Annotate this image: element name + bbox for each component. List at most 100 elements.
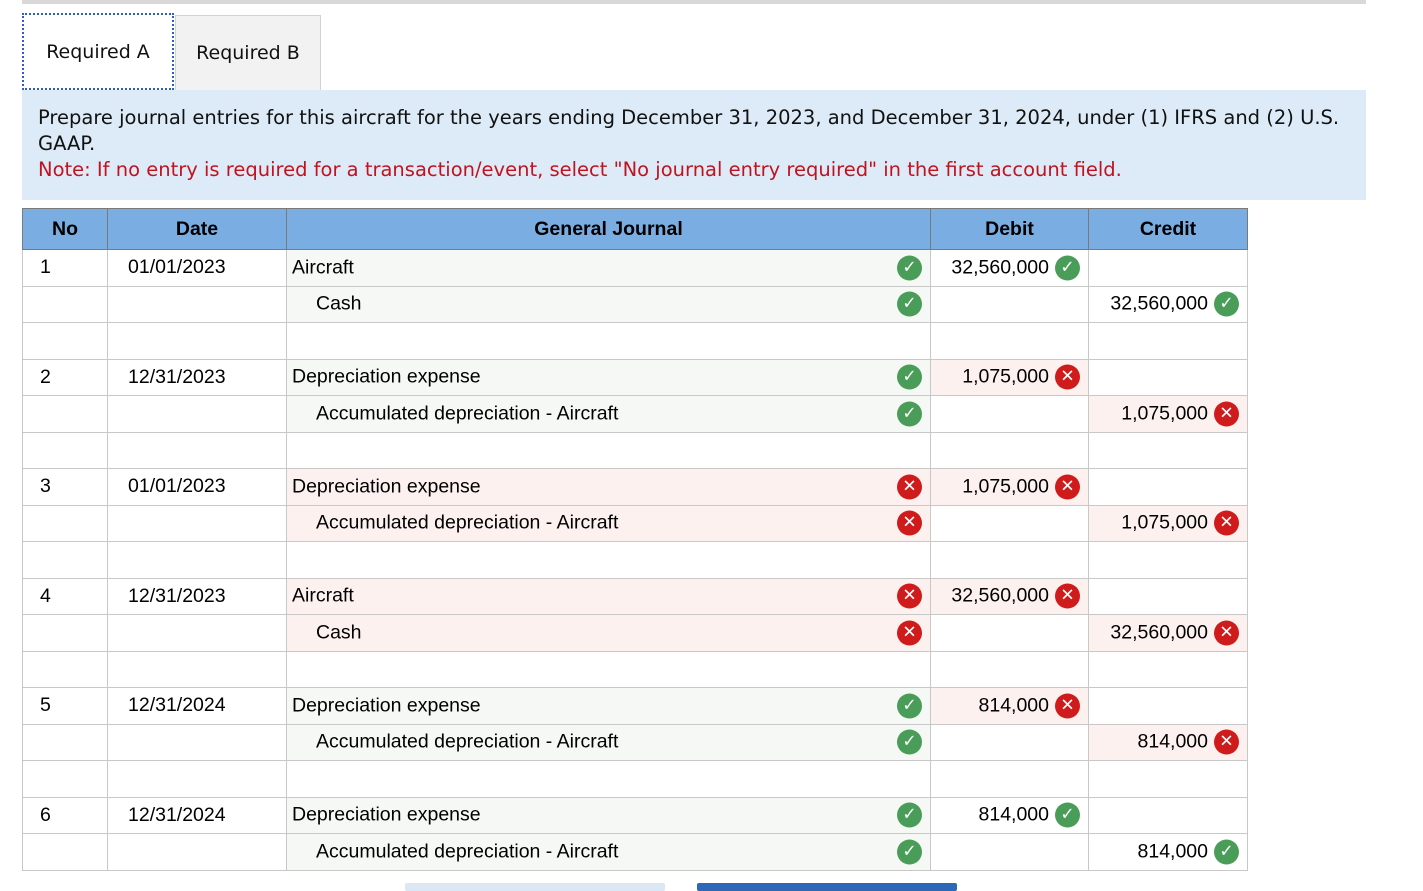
blank-debit-field[interactable]	[930, 541, 1089, 579]
table-row: Accumulated depreciation - Aircraft ✓ 814,…	[22, 723, 1248, 761]
credit-amount-value: 814,000	[1137, 730, 1209, 753]
debit-account-field[interactable]: Aircraft ✓	[286, 249, 931, 287]
credit-account-field[interactable]: Accumulated depreciation - Aircraft ✓	[286, 723, 931, 761]
credit-account-label: Accumulated depreciation - Aircraft	[316, 402, 619, 425]
entry-date: 12/31/2024	[107, 687, 287, 725]
credit-amount-field[interactable]: 1,075,000 ✕	[1088, 504, 1248, 542]
x-circle-icon: ✕	[897, 583, 922, 609]
credit-account-label: Accumulated depreciation - Aircraft	[316, 730, 619, 753]
debit-amount-field[interactable]: 32,560,000 ✓	[930, 249, 1089, 287]
credit-account-label: Accumulated depreciation - Aircraft	[316, 511, 619, 534]
blank-debit-field[interactable]	[930, 650, 1089, 688]
debit-account-field[interactable]: Depreciation expense ✓	[286, 796, 931, 834]
debit-amount-field[interactable]	[930, 395, 1089, 433]
entry-date-empty	[107, 833, 287, 871]
entry-number: 1	[22, 249, 108, 287]
blank-cell	[22, 541, 108, 579]
credit-amount-field[interactable]: 32,560,000 ✕	[1088, 614, 1248, 652]
entry-date: 01/01/2023	[107, 249, 287, 287]
table-row: 2 12/31/2023 Depreciation expense ✓ 1,075,00…	[22, 358, 1248, 396]
check-circle-icon: ✓	[897, 729, 922, 755]
header-debit: Debit	[930, 208, 1089, 250]
debit-amount-field[interactable]	[930, 285, 1089, 323]
debit-amount-field[interactable]: 32,560,000 ✕	[930, 577, 1089, 615]
table-header-row: No Date General Journal Debit Credit	[22, 208, 1248, 250]
credit-amount-value: 32,560,000	[1110, 621, 1208, 644]
debit-amount-field[interactable]: 814,000 ✕	[930, 687, 1089, 725]
tab-required-b[interactable]: Required B	[175, 15, 321, 90]
credit-amount-field[interactable]	[1088, 249, 1248, 287]
blank-account-field[interactable]	[286, 431, 931, 469]
debit-amount-field[interactable]: 1,075,000 ✕	[930, 468, 1089, 506]
tab-required-a[interactable]: Required A	[22, 13, 174, 90]
blank-debit-field[interactable]	[930, 431, 1089, 469]
x-circle-icon: ✕	[897, 474, 922, 500]
credit-amount-field[interactable]	[1088, 796, 1248, 834]
credit-amount-field[interactable]: 814,000 ✓	[1088, 833, 1248, 871]
table-row: 3 01/01/2023 Depreciation expense ✕ 1,075,00…	[22, 468, 1248, 506]
blank-credit-field[interactable]	[1088, 541, 1248, 579]
blank-cell	[107, 431, 287, 469]
credit-account-field[interactable]: Cash ✓	[286, 285, 931, 323]
credit-account-label: Cash	[316, 621, 362, 644]
table-row-blank	[22, 650, 1248, 688]
entry-number-empty	[22, 614, 108, 652]
entry-date: 12/31/2023	[107, 577, 287, 615]
entry-number-empty	[22, 833, 108, 871]
blank-debit-field[interactable]	[930, 760, 1089, 798]
blank-account-field[interactable]	[286, 760, 931, 798]
debit-account-field[interactable]: Depreciation expense ✓	[286, 358, 931, 396]
blank-credit-field[interactable]	[1088, 760, 1248, 798]
blank-cell	[22, 650, 108, 688]
credit-amount-field[interactable]	[1088, 358, 1248, 396]
debit-account-label: Depreciation expense	[292, 475, 481, 498]
x-circle-icon: ✕	[1055, 693, 1080, 719]
table-row: 1 01/01/2023 Aircraft ✓ 32,560,000 ✓	[22, 249, 1248, 287]
credit-amount-field[interactable]	[1088, 577, 1248, 615]
debit-amount-field[interactable]: 1,075,000 ✕	[930, 358, 1089, 396]
x-circle-icon: ✕	[1214, 729, 1239, 755]
blank-account-field[interactable]	[286, 322, 931, 360]
blank-credit-field[interactable]	[1088, 431, 1248, 469]
blank-credit-field[interactable]	[1088, 322, 1248, 360]
journal-body: 1 01/01/2023 Aircraft ✓ 32,560,000 ✓ Cash ✓ 32,5…	[22, 249, 1248, 871]
x-circle-icon: ✕	[897, 620, 922, 646]
credit-account-field[interactable]: Accumulated depreciation - Aircraft ✓	[286, 395, 931, 433]
credit-amount-field[interactable]	[1088, 468, 1248, 506]
table-row: Accumulated depreciation - Aircraft ✕ 1,07…	[22, 504, 1248, 542]
blank-cell	[107, 541, 287, 579]
credit-account-field[interactable]: Accumulated depreciation - Aircraft ✕	[286, 504, 931, 542]
debit-amount-value: 814,000	[978, 803, 1050, 826]
debit-amount-field[interactable]	[930, 504, 1089, 542]
debit-account-field[interactable]: Depreciation expense ✕	[286, 468, 931, 506]
debit-amount-value: 1,075,000	[962, 365, 1049, 388]
blank-debit-field[interactable]	[930, 322, 1089, 360]
credit-account-field[interactable]: Cash ✕	[286, 614, 931, 652]
entry-date-empty	[107, 504, 287, 542]
credit-amount-field[interactable]: 32,560,000 ✓	[1088, 285, 1248, 323]
check-circle-icon: ✓	[897, 401, 922, 427]
credit-amount-field[interactable]: 1,075,000 ✕	[1088, 395, 1248, 433]
table-row: Accumulated depreciation - Aircraft ✓ 814,…	[22, 833, 1248, 871]
table-row: 4 12/31/2023 Aircraft ✕ 32,560,000 ✕	[22, 577, 1248, 615]
check-circle-icon: ✓	[1055, 255, 1080, 281]
blank-credit-field[interactable]	[1088, 650, 1248, 688]
note-text: Note: If no entry is required for a tran…	[38, 158, 1122, 181]
credit-account-field[interactable]: Accumulated depreciation - Aircraft ✓	[286, 833, 931, 871]
credit-amount-field[interactable]	[1088, 687, 1248, 725]
entry-number: 3	[22, 468, 108, 506]
blank-account-field[interactable]	[286, 541, 931, 579]
prev-button[interactable]	[405, 883, 665, 891]
debit-amount-field[interactable]	[930, 833, 1089, 871]
entry-date: 01/01/2023	[107, 468, 287, 506]
blank-account-field[interactable]	[286, 650, 931, 688]
debit-amount-field[interactable]	[930, 723, 1089, 761]
blank-cell	[107, 650, 287, 688]
debit-amount-field[interactable]	[930, 614, 1089, 652]
next-button[interactable]	[697, 883, 957, 891]
credit-amount-field[interactable]: 814,000 ✕	[1088, 723, 1248, 761]
check-circle-icon: ✓	[897, 693, 922, 719]
debit-account-field[interactable]: Aircraft ✕	[286, 577, 931, 615]
debit-account-field[interactable]: Depreciation expense ✓	[286, 687, 931, 725]
debit-amount-field[interactable]: 814,000 ✓	[930, 796, 1089, 834]
